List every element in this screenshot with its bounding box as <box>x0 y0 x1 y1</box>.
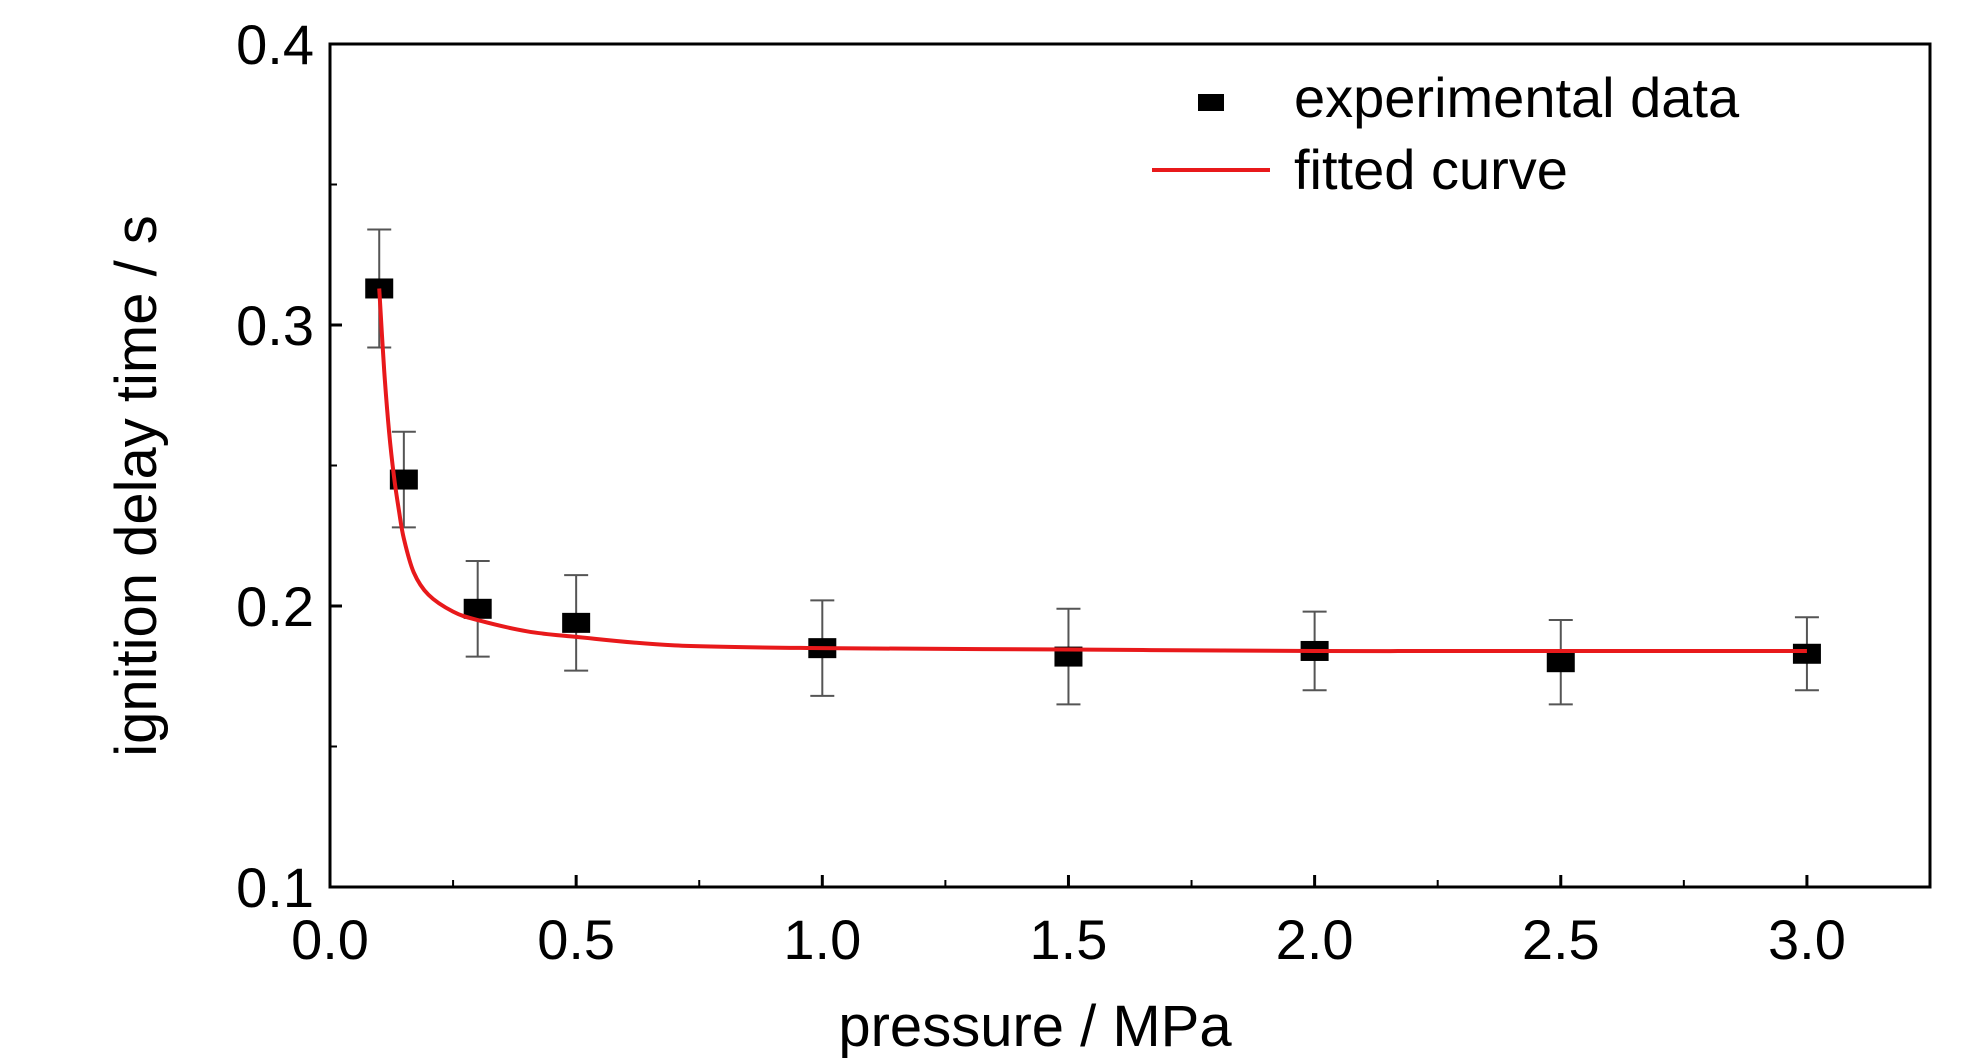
x-axis-ticks: 0.0 0.5 1.0 1.5 2.0 2.5 3.0 <box>291 875 1846 971</box>
legend-label-experimental: experimental data <box>1294 66 1740 129</box>
x-tick-label: 1.5 <box>1030 908 1108 971</box>
data-point-group <box>1792 616 1821 692</box>
x-axis-title: pressure / MPa <box>838 994 1232 1059</box>
y-axis-ticks: 0.1 0.2 0.3 0.4 <box>236 13 342 919</box>
y-axis-title: ignition delay time / s <box>104 215 169 757</box>
y-tick-label: 0.2 <box>236 575 314 638</box>
x-tick-label: 3.0 <box>1768 908 1846 971</box>
data-point <box>562 612 591 633</box>
x-tick-label: 0.0 <box>291 908 369 971</box>
data-point-group <box>389 430 418 529</box>
data-point <box>1792 643 1821 664</box>
data-point-group <box>1546 619 1575 706</box>
fitted-curve <box>377 288 1807 654</box>
legend: experimental data fitted curve <box>1152 66 1740 201</box>
legend-marker-experimental <box>1198 94 1224 111</box>
x-tick-label: 2.0 <box>1276 908 1354 971</box>
legend-label-fitted: fitted curve <box>1294 138 1568 201</box>
y-tick-label: 0.1 <box>236 856 314 919</box>
series-layer <box>365 228 1821 706</box>
y-tick-label: 0.4 <box>236 13 314 76</box>
y-tick-label: 0.3 <box>236 294 314 357</box>
data-point <box>463 598 492 619</box>
x-tick-label: 0.5 <box>537 908 615 971</box>
x-tick-label: 2.5 <box>1522 908 1600 971</box>
data-point <box>1546 652 1575 673</box>
data-point-group <box>463 560 492 658</box>
data-point-group <box>562 574 591 672</box>
plot-frame <box>328 42 1932 889</box>
x-tick-label: 1.0 <box>783 908 861 971</box>
data-point-group <box>1054 607 1083 706</box>
